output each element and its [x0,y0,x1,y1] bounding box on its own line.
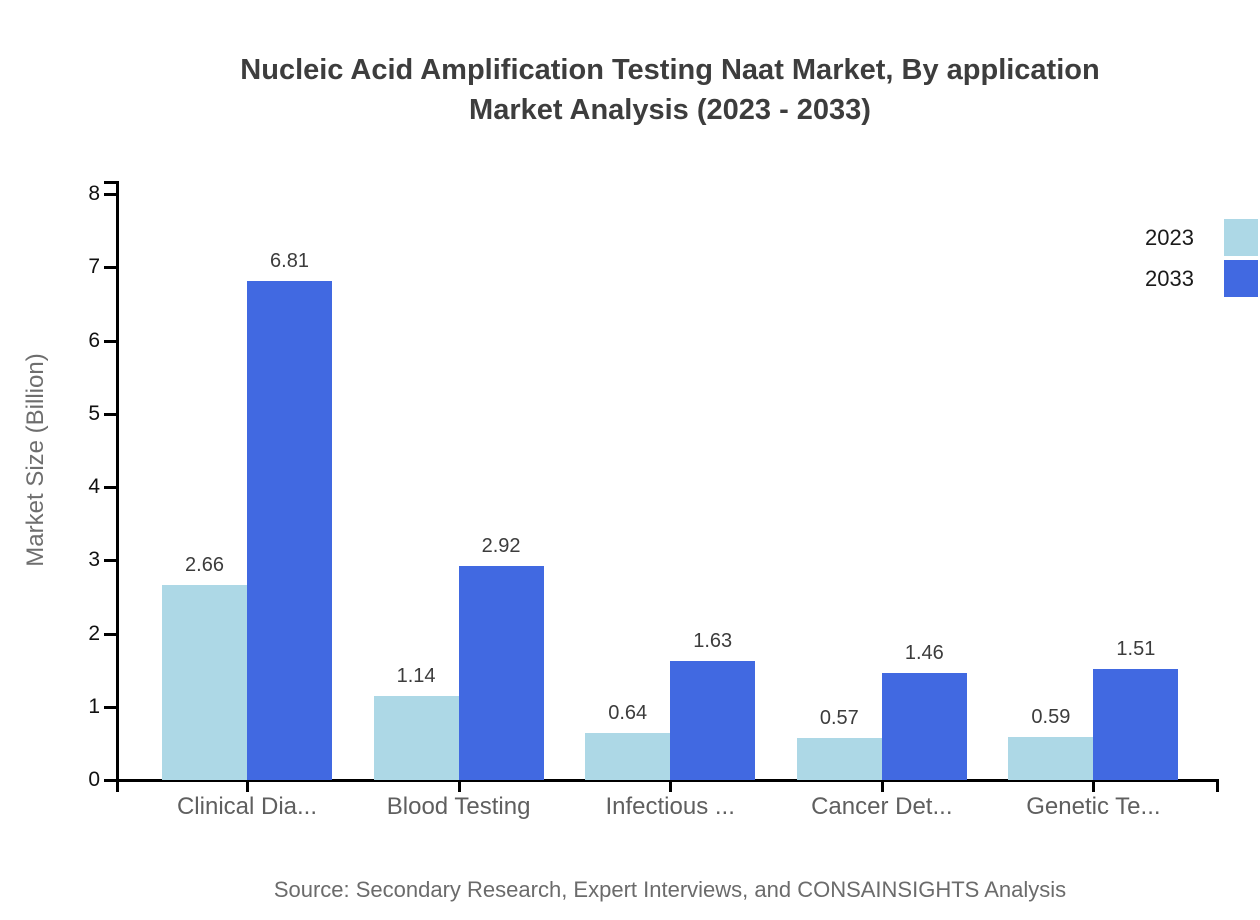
bar-2033 [881,673,967,780]
y-tick-label: 7 [88,255,100,279]
y-tick [104,339,116,343]
value-label: 0.59 [1031,705,1071,728]
x-axis-line [116,779,1219,782]
category-label: Blood Testing [386,793,531,820]
value-label: 2.92 [481,535,521,558]
value-label: 2.66 [185,554,224,577]
bar-2033 [670,660,756,780]
bar-2023 [585,733,671,780]
bar-2033 [247,281,332,780]
bar-2023 [1008,736,1094,780]
bar-2033 [1093,669,1179,780]
y-tick-label: 6 [88,328,100,352]
bar-2023 [373,696,459,780]
category-label: Cancer Det... [811,793,953,820]
legend-label-2023: 2023 [1145,224,1194,250]
x-tick [669,780,673,792]
y-axis-line [116,181,119,792]
y-tick [104,705,116,709]
bar-2023 [162,585,247,780]
y-tick-label: 8 [88,182,100,205]
chart-title: Nucleic Acid Amplification Testing Naat … [80,50,1260,130]
legend-label-2033: 2033 [1145,265,1194,291]
y-tick-label: 5 [88,401,100,425]
y-tick-label: 4 [88,475,100,498]
y-axis-end-tick [104,181,116,184]
legend-item-2023: 2023 [1145,219,1258,256]
legend-swatch-2033 [1224,260,1258,297]
value-label: 1.14 [396,665,436,688]
y-tick-label: 1 [88,694,100,718]
value-label: 6.81 [270,250,309,273]
chart-title-line1: Nucleic Acid Amplification Testing Naat … [240,54,1100,86]
value-label: 0.64 [608,702,648,725]
bar-2023 [796,738,882,780]
value-label: 1.46 [904,642,944,665]
x-tick [246,780,249,792]
category-label: Genetic Te... [1026,793,1161,820]
y-tick-label: 0 [88,768,100,791]
source-note: Source: Secondary Research, Expert Inter… [273,877,1067,902]
y-tick [104,632,116,636]
category-label: Infectious ... [605,793,735,820]
bar-2033 [458,566,544,780]
y-tick [104,486,116,489]
y-tick [104,559,116,563]
y-tick-label: 2 [88,621,100,645]
y-tick-label: 3 [88,548,100,572]
x-tick [880,780,884,792]
x-tick [1092,780,1096,792]
x-tick [457,780,461,792]
value-label: 1.51 [1116,638,1156,661]
legend: 2023 2033 [1145,219,1258,297]
value-label: 0.57 [819,707,859,730]
value-label: 1.63 [693,629,733,652]
y-tick [104,266,116,270]
y-tick [104,779,116,782]
category-label: Clinical Dia... [176,793,318,820]
legend-swatch-2023 [1224,219,1258,256]
y-tick [104,412,116,416]
chart-title-line2: Market Analysis (2023 - 2033) [469,94,871,126]
y-tick [104,193,116,196]
legend-item-2033: 2033 [1145,260,1258,297]
x-axis-end-tick [1216,780,1219,792]
